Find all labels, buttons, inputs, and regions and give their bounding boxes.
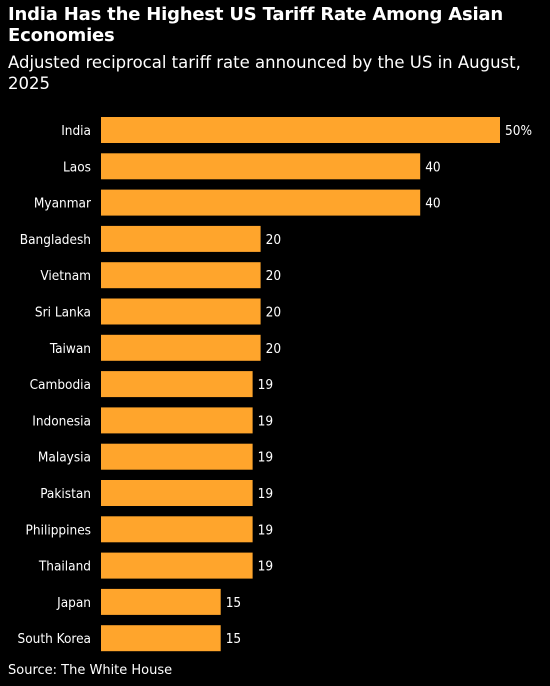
category-label: Cambodia — [30, 377, 91, 393]
bar — [101, 588, 221, 615]
value-label: 15 — [226, 631, 241, 647]
value-label: 20 — [266, 268, 281, 284]
category-label: Indonesia — [32, 413, 91, 429]
category-label: Malaysia — [38, 450, 91, 466]
value-label: 50% — [505, 123, 532, 139]
bar — [101, 443, 253, 470]
value-label: 19 — [258, 486, 273, 502]
bar-row-thailand: Thailand 19 — [38, 552, 273, 579]
value-label: 19 — [258, 559, 273, 575]
chart-subtitle: Adjusted reciprocal tariff rate announce… — [8, 53, 521, 93]
bar — [101, 371, 253, 398]
category-label: South Korea — [18, 631, 92, 647]
category-label: Philippines — [26, 522, 91, 538]
bar-row-india: India 50% — [61, 117, 532, 143]
bar — [101, 262, 261, 289]
category-label: Taiwan — [49, 341, 91, 357]
chart-title: India Has the Highest US Tariff Rate Amo… — [8, 4, 503, 46]
bar — [101, 552, 253, 579]
bar — [101, 334, 261, 361]
category-label: Bangladesh — [20, 232, 91, 248]
category-label: Vietnam — [40, 268, 91, 284]
bar-row-south-korea: South Korea 15 — [18, 625, 241, 652]
bar — [101, 117, 500, 143]
value-label: 20 — [266, 305, 281, 321]
bar-row-bangladesh: Bangladesh 20 — [20, 225, 281, 252]
bar-row-cambodia: Cambodia 19 — [30, 371, 273, 398]
bar — [101, 298, 261, 325]
value-label: 19 — [258, 377, 273, 393]
bar-row-laos: Laos 40 — [63, 153, 441, 180]
bar — [101, 480, 253, 506]
category-label: India — [61, 123, 91, 139]
bar-row-malaysia: Malaysia 19 — [38, 443, 273, 470]
category-label: Pakistan — [40, 486, 91, 502]
bar-row-sri-lanka: Sri Lanka 20 — [35, 298, 281, 325]
bar — [101, 189, 421, 216]
value-label: 40 — [425, 196, 440, 212]
bar-row-taiwan: Taiwan 20 — [49, 334, 281, 361]
bar — [101, 407, 253, 434]
value-label: 40 — [425, 159, 440, 175]
bar — [101, 516, 253, 543]
value-label: 20 — [266, 232, 281, 248]
value-label: 19 — [258, 450, 273, 466]
bar-row-vietnam: Vietnam 20 — [40, 262, 281, 289]
source-note: Source: The White House — [8, 663, 173, 678]
value-label: 20 — [266, 341, 281, 357]
category-label: Myanmar — [34, 196, 91, 212]
category-label: Laos — [63, 159, 91, 175]
value-label: 19 — [258, 522, 273, 538]
bar-row-indonesia: Indonesia 19 — [32, 407, 273, 434]
category-label: Sri Lanka — [35, 305, 91, 321]
value-label: 15 — [226, 595, 241, 611]
bar-row-myanmar: Myanmar 40 — [34, 189, 441, 216]
category-label: Thailand — [38, 559, 91, 575]
value-label: 19 — [258, 413, 273, 429]
bar — [101, 153, 421, 180]
bar — [101, 625, 221, 652]
bar-row-japan: Japan 15 — [56, 588, 241, 615]
bar-row-philippines: Philippines 19 — [26, 516, 273, 543]
category-label: Japan — [56, 595, 91, 611]
bar-row-pakistan: Pakistan 19 — [40, 480, 273, 506]
bar — [101, 225, 261, 252]
